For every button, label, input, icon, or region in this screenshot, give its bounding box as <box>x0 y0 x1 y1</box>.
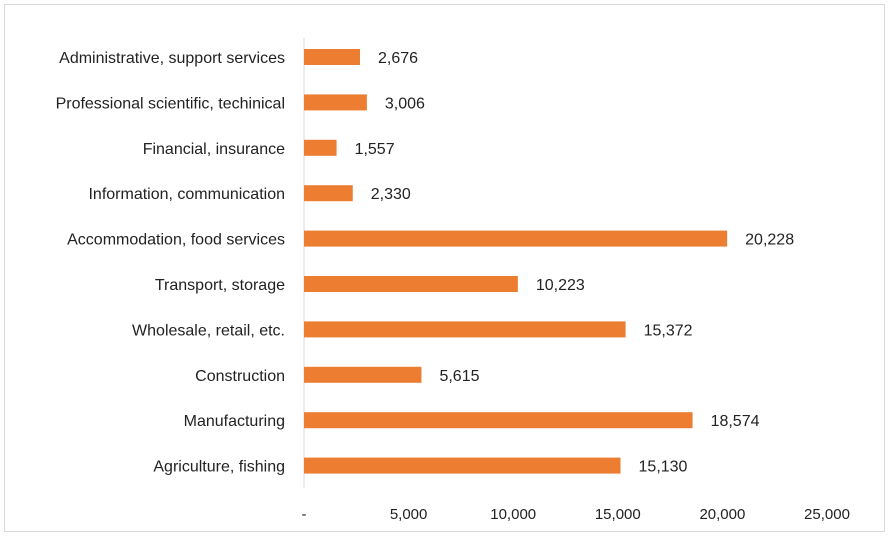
category-label: Information, communication <box>88 186 285 203</box>
category-label: Financial, insurance <box>143 141 285 158</box>
x-tick-label: 25,000 <box>804 506 850 523</box>
category-label: Accommodation, food services <box>67 232 285 249</box>
x-tick-label: 20,000 <box>699 506 745 523</box>
category-label: Construction <box>195 368 285 385</box>
data-label: 20,228 <box>745 232 794 249</box>
data-label: 2,330 <box>371 186 411 203</box>
bar <box>304 412 693 429</box>
data-label: 15,372 <box>644 322 693 339</box>
data-label: 3,006 <box>385 95 425 112</box>
bar <box>304 276 518 292</box>
bar <box>304 230 728 247</box>
data-label: 18,574 <box>711 413 760 430</box>
bar <box>304 94 367 111</box>
category-label: Administrative, support services <box>59 50 285 67</box>
data-label: 5,615 <box>439 368 479 385</box>
category-label: Professional scientific, techinical <box>56 95 285 112</box>
data-label: 15,130 <box>639 459 688 476</box>
data-label: 2,676 <box>378 50 418 67</box>
x-tick-label: 15,000 <box>595 506 641 523</box>
bar <box>304 366 422 383</box>
bar <box>304 457 621 474</box>
x-tick-label: 5,000 <box>390 506 428 523</box>
bars-group <box>304 49 728 474</box>
x-tick-label: - <box>302 506 307 523</box>
category-label: Transport, storage <box>155 277 285 294</box>
labels-group: Administrative, support services 2,676 Pro… <box>56 50 795 476</box>
category-label: Wholesale, retail, etc. <box>132 322 285 339</box>
data-label: 1,557 <box>355 141 395 158</box>
category-label: Manufacturing <box>184 413 285 430</box>
bar <box>304 139 337 156</box>
x-tick-label: 10,000 <box>490 506 536 523</box>
bar <box>304 49 360 65</box>
chart-frame <box>4 4 885 532</box>
bar <box>304 185 353 202</box>
data-label: 10,223 <box>536 277 585 294</box>
bar <box>304 321 626 338</box>
category-label: Agriculture, fishing <box>153 459 285 476</box>
